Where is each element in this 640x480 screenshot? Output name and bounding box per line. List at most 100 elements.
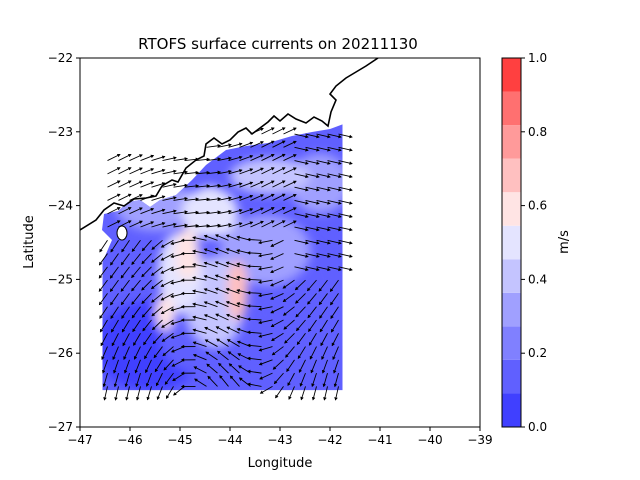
vector-arrowhead [117, 220, 121, 224]
colorbar-segment [502, 393, 521, 427]
vector-arrowhead [338, 148, 342, 152]
vector-arrowhead [271, 154, 275, 158]
vector-arrowhead [300, 396, 304, 401]
vector-arrowhead [258, 320, 262, 325]
vector-arrowhead [173, 392, 177, 396]
vector-arrowhead [287, 382, 291, 387]
vector-arrowhead [117, 180, 121, 184]
vector-arrowhead [238, 169, 243, 173]
vector-arrowhead [260, 220, 264, 224]
vector-arrowhead [227, 351, 232, 355]
vector-arrowhead [173, 209, 177, 213]
vector-arrowhead [320, 342, 324, 347]
vector-arrowhead [238, 222, 243, 226]
vector-arrowhead [124, 383, 128, 388]
vector-arrowhead [260, 154, 264, 158]
vector-arrowhead [112, 356, 116, 361]
vector-arrowhead [180, 305, 185, 309]
vector-arrowhead [120, 301, 125, 306]
colorbar-segment [502, 359, 521, 394]
vector-arrowhead [203, 261, 208, 265]
vector-arrowhead [260, 167, 264, 171]
vector-arrowhead [321, 369, 326, 374]
vector-arrowhead [173, 196, 177, 200]
vector-arrowhead [228, 143, 232, 147]
vector-arrowhead [203, 288, 208, 292]
vector-arrowhead [321, 356, 325, 360]
vector-arrowhead [318, 301, 323, 306]
vector-arrowhead [128, 167, 132, 171]
vector-arrowhead [270, 323, 275, 327]
y-tick-label: −22 [48, 51, 73, 65]
vector-arrowhead [171, 349, 175, 353]
vector-arrowhead [349, 174, 353, 179]
vector-arrowhead [228, 169, 232, 174]
vector-arrowhead [246, 330, 251, 335]
vector-arrowhead [258, 280, 262, 284]
vector-arrowhead [333, 383, 338, 388]
colorbar-tick-label: 0.6 [528, 199, 547, 213]
vector-arrowhead [161, 221, 166, 226]
vector-arrowhead [258, 240, 262, 245]
vector-arrowhead [349, 267, 353, 272]
vector-arrowhead [319, 328, 323, 333]
vector-arrowhead [293, 127, 297, 131]
vector-arrowhead [285, 354, 289, 358]
x-tick-label: −41 [367, 433, 392, 447]
vector-arrowhead [133, 356, 137, 360]
vector-arrowhead [305, 188, 309, 192]
x-tick-label: −40 [417, 433, 442, 447]
vector-arrowhead [259, 376, 263, 380]
vector-arrowhead [170, 281, 174, 285]
vector-arrowhead [109, 288, 114, 292]
vector-arrowhead [109, 275, 114, 279]
vector-arrowhead [180, 278, 185, 282]
vector-arrowhead [121, 328, 125, 333]
vector-arrowhead [152, 340, 157, 345]
vector-arrowhead [316, 201, 320, 205]
vector-arrowhead [271, 127, 275, 131]
vector-arrowhead [139, 194, 143, 198]
vector-arrowhead [236, 235, 240, 240]
vector-arrowhead [338, 134, 342, 139]
vector-arrowhead [184, 223, 188, 227]
vector-arrowhead [282, 193, 286, 197]
vector-arrowhead [236, 275, 240, 280]
vector-arrowhead [238, 155, 243, 160]
vector-arrowhead [282, 220, 286, 224]
vector-arrowhead [173, 169, 177, 174]
vector-arrowhead [102, 370, 106, 374]
colorbar-segment [502, 91, 521, 126]
vector-arrowhead [226, 326, 230, 330]
vector-arrowhead [135, 383, 139, 388]
vector-arrowhead [117, 193, 121, 197]
vector-arrowhead [305, 267, 309, 272]
vector-arrowhead [318, 288, 322, 292]
vector-arrowhead [192, 341, 197, 345]
vector-arrowhead [316, 148, 320, 152]
vector-arrowhead [236, 327, 241, 332]
vector-arrowhead [349, 227, 353, 232]
vector-arrowhead [293, 167, 297, 171]
vector-arrowhead [270, 296, 274, 300]
vector-arrowhead [272, 366, 277, 370]
vector-arrowhead [246, 343, 251, 348]
vector-arrowhead [98, 301, 103, 306]
vector-arrowhead [246, 251, 251, 255]
vector-arrowhead [327, 201, 331, 205]
vector-arrowhead [215, 234, 219, 238]
vector-arrowhead [98, 288, 102, 292]
x-axis: −47 −46 −45 −44 −43 −42 −41 −40 −39 [67, 427, 493, 447]
vector-arrowhead [162, 352, 166, 357]
vector-arrowhead [203, 248, 208, 252]
vector-arrowhead [271, 167, 275, 171]
vector-arrowhead [270, 269, 274, 274]
vector-arrowhead [237, 353, 241, 357]
current-vectors [98, 127, 353, 401]
vector-arrowhead [122, 342, 126, 347]
vector-arrowhead [141, 273, 145, 278]
vector-arrowhead [296, 341, 301, 346]
vector-arrowhead [99, 248, 103, 253]
vector-arrowhead [271, 180, 275, 184]
vector-arrowhead [259, 390, 264, 394]
